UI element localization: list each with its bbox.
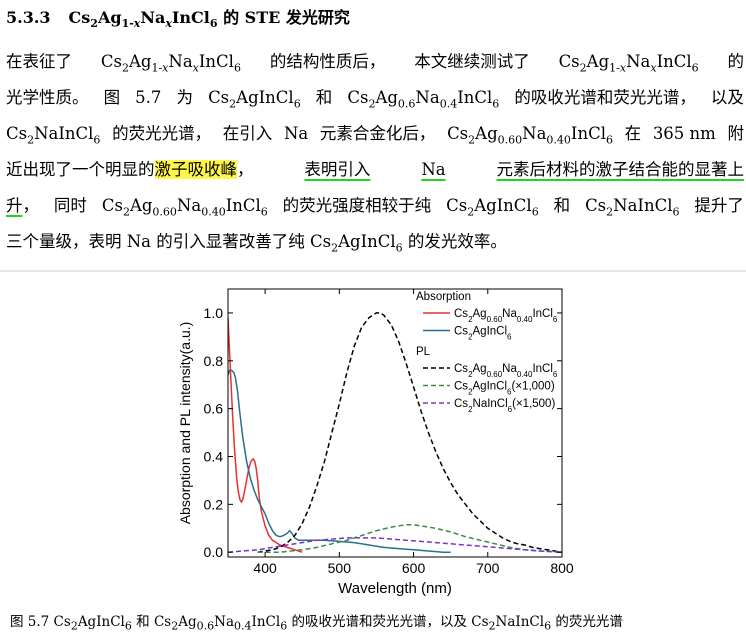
legend-entry: Cs2NaInCl6(×1,500) (454, 398, 555, 414)
x-tick-label: 500 (328, 560, 352, 576)
x-tick-label: 700 (476, 560, 500, 576)
series-line-3 (257, 523, 562, 553)
legend-entry: Cs2AgInCl6(×1,000) (454, 381, 555, 397)
x-axis-label: Wavelength (nm) (338, 580, 452, 597)
legend-group-title: PL (416, 346, 431, 358)
y-tick-label: 0.6 (204, 401, 224, 417)
y-tick-label: 1.0 (204, 305, 224, 321)
y-tick-label: 0.0 (204, 544, 224, 560)
series-line-4 (228, 537, 562, 553)
section-number: 5.3.3 (6, 8, 51, 27)
y-tick-label: 0.2 (204, 496, 224, 512)
x-tick-label: 800 (550, 560, 574, 576)
paragraph-line: 三个量级，表明 Na 的引入显著改善了纯 Cs2AgInCl6 的发光效率。 (6, 232, 507, 255)
series-line-2 (257, 312, 562, 553)
paragraph-line: 光学性质。图 5.7 为 Cs2AgInCl6 和 Cs2Ag0.6Na0.4InCl6 的… (6, 88, 744, 111)
x-tick-label: 400 (253, 560, 277, 576)
legend-entry: Cs2Ag0.60Na0.40InCl6 (454, 363, 558, 379)
figure-caption: 图 5.7 Cs2AgInCl6 和 Cs2Ag0.6Na0.4InCl6 的吸… (10, 614, 623, 633)
legend-group-title: Absorption (416, 291, 471, 303)
section-heading: 5.3.3 Cs2Ag1-xNaxInCl6 的 STE 发光研究 (6, 4, 350, 31)
paragraph-line: Cs2NaInCl6 的荧光光谱， 在引入 Na 元素合金化后， Cs2Ag0.60Na0… (6, 124, 744, 147)
paragraph-line: 近出现了一个明显的激子吸收峰， 表明引入 Na 元素后材料的激子结合能的显著上 (6, 160, 744, 179)
paragraph-line: 在表征了 Cs2Ag1-xNaxInCl6 的结构性质后， 本文继续测试了 Cs2Ag1… (6, 52, 744, 75)
spectra-chart: 400 500 600 700 800 0.0 0.2 0.4 0.6 0.8 1.0 Wavelen… (177, 288, 574, 597)
legend-entry: Cs2Ag0.60Na0.40InCl6 (454, 308, 558, 324)
x-tick-label: 600 (402, 560, 426, 576)
section-title: Cs2Ag1-xNaxInCl6 的 STE 发光研究 (68, 8, 350, 31)
page-divider (0, 270, 746, 272)
legend-entry: Cs2AgInCl6 (454, 326, 512, 342)
paragraph-line: 升， 同时 Cs2Ag0.60Na0.40InCl6 的荧光强度相较于纯 Cs2AgIn… (6, 196, 744, 219)
series-line-1 (228, 369, 451, 553)
body-paragraph: 在表征了 Cs2Ag1-xNaxInCl6 的结构性质后， 本文继续测试了 Cs2Ag1… (6, 44, 744, 260)
series-line-0 (228, 317, 303, 553)
y-tick-label: 0.8 (204, 353, 224, 369)
y-axis-label: Absorption and PL intensity(a.u.) (177, 322, 193, 525)
y-tick-label: 0.4 (204, 449, 224, 465)
plot-frame (227, 288, 563, 558)
